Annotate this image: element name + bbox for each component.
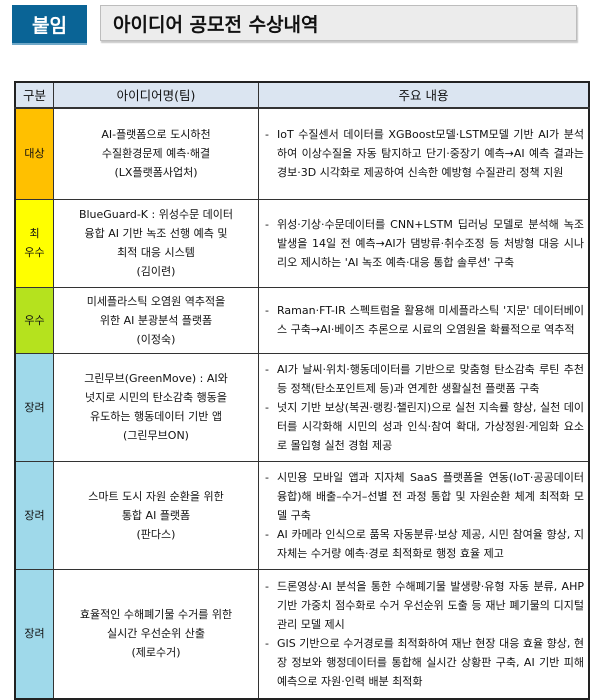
content-text: IoT 수질센서 데이터를 XGBoost모델·LSTM모델 기반 AI가 분석… [277, 128, 584, 180]
award-category: 대상 [14, 107, 54, 200]
award-category: 장려 [14, 352, 54, 462]
content-text: 드론영상·AI 분석을 통한 수해폐기물 발생량·유형 자동 분류, AHP 기… [277, 579, 584, 631]
award-category: 장려 [14, 460, 54, 570]
team-name: (제로수거) [131, 646, 181, 660]
idea-title-line: 넛지로 시민의 탄소감축 행동을 [84, 391, 228, 404]
dash-bullet-icon: - [265, 304, 269, 317]
team-name: (김이련) [136, 265, 176, 278]
idea-title-line: 위한 AI 분광분석 플랫폼 [99, 313, 213, 327]
content-text: Raman·FT-IR 스펙트럼을 활용해 미세플라스틱 '지문' 데이터베이스… [277, 304, 584, 336]
team-name: (LX플랫폼사업처) [114, 166, 198, 180]
team-name: (이정숙) [136, 332, 176, 346]
table-row: 최 우수 BlueGuard-K : 위성수문 데이터 융합 AI 기반 녹조 선행… [14, 198, 590, 288]
attachment-badge: 붙임 [12, 5, 87, 43]
content-bullet: - 시민용 모바일 앱과 지자체 SaaS 플랫폼을 연동(IoT·공공데이터 융… [265, 468, 584, 525]
team-name: (그린무브ON) [123, 429, 189, 442]
team-name: (판다스) [136, 527, 176, 541]
table-header-row: 구분 아이디어명(팀) 주요 내용 [14, 81, 590, 109]
content-text: AI 카메라 인식으로 품목 자동분류·보상 제공, 시민 참여율 향상, 지자… [277, 527, 584, 560]
table-row: 장려 그린무브(GreenMove) : AI와 넛지로 시민의 탄소감축 행동을 유… [14, 352, 590, 462]
content-bullet: - 드론영상·AI 분석을 통한 수해폐기물 발생량·유형 자동 분류, AHP … [265, 577, 584, 634]
idea-title-line: 통합 AI 플랫폼 [121, 508, 191, 522]
main-content: - 위성·기상·수문데이터를 CNN+LSTM 딥러닝 모델로 분석해 녹조 발생… [258, 198, 590, 288]
content-text: GIS 기반으로 수거경로를 최적화하여 재난 현장 대응 효율 향상, 현장 … [277, 636, 584, 688]
dash-bullet-icon: - [265, 636, 269, 650]
idea-title-line: 유도하는 행동데이터 기반 앱 [90, 410, 222, 423]
content-bullet: - IoT 수질센서 데이터를 XGBoost모델·LSTM모델 기반 AI가 분… [265, 125, 584, 182]
idea-title-line: BlueGuard-K : 위성수문 데이터 [78, 208, 234, 221]
content-bullet: - GIS 기반으로 수거경로를 최적화하여 재난 현장 대응 효율 향상, 현장… [265, 634, 584, 691]
content-bullet: - 넛지 기반 보상(복권·랭킹·챌린지)으로 실천 지속률 향상, 실천 데이터… [265, 398, 584, 455]
idea-title-line: 그린무브(GreenMove) : AI와 [84, 372, 228, 385]
award-category: 장려 [14, 568, 54, 700]
award-category: 우수 [14, 286, 54, 354]
idea-title-line: 실시간 우선순위 산출 [106, 627, 206, 641]
idea-title-line: AI-플랫폼으로 도시하천 [101, 128, 211, 142]
dash-bullet-icon: - [265, 400, 269, 414]
content-text: AI가 날씨·위치·행동데이터를 기반으로 맞춤형 탄소감축 루틴 추천 등 정… [277, 362, 584, 395]
column-header-content: 주요 내용 [258, 81, 590, 109]
main-content: - AI가 날씨·위치·행동데이터를 기반으로 맞춤형 탄소감축 루틴 추천 등 … [258, 352, 590, 462]
dash-bullet-icon: - [265, 362, 269, 376]
content-bullet: - 위성·기상·수문데이터를 CNN+LSTM 딥러닝 모델로 분석해 녹조 발생… [265, 215, 584, 272]
dash-bullet-icon: - [265, 527, 269, 541]
content-bullet: - Raman·FT-IR 스펙트럼을 활용해 미세플라스틱 '지문' 데이터베이… [265, 301, 584, 339]
column-header-idea: 아이디어명(팀) [53, 81, 259, 109]
content-text: 위성·기상·수문데이터를 CNN+LSTM 딥러닝 모델로 분석해 녹조 발생을… [277, 217, 584, 269]
award-category: 최 우수 [14, 198, 54, 288]
content-text: 시민용 모바일 앱과 지자체 SaaS 플랫폼을 연동(IoT·공공데이터 융합… [277, 470, 584, 522]
dash-bullet-icon: - [265, 579, 269, 593]
main-content: - Raman·FT-IR 스펙트럼을 활용해 미세플라스틱 '지문' 데이터베이… [258, 286, 590, 354]
dash-bullet-icon: - [265, 128, 269, 142]
content-text: 넛지 기반 보상(복권·랭킹·챌린지)으로 실천 지속률 향상, 실천 데이터를… [277, 400, 584, 452]
awards-table: 구분 아이디어명(팀) 주요 내용 대상 AI-플랫폼으로 도시하천 수질환경문제 … [14, 81, 590, 700]
idea-title-line: 최적 대응 시스템 [117, 246, 195, 259]
dash-bullet-icon: - [265, 470, 269, 484]
main-content: - 드론영상·AI 분석을 통한 수해폐기물 발생량·유형 자동 분류, AHP … [258, 568, 590, 700]
dash-bullet-icon: - [265, 217, 269, 231]
idea-title-line: 미세플라스틱 오염원 역추적을 [86, 294, 226, 308]
column-header-category: 구분 [14, 81, 54, 109]
idea-title-line: 스마트 도시 자원 순환을 위한 [88, 489, 224, 503]
idea-title-line: 효율적인 수해폐기물 수거를 위한 [79, 608, 233, 622]
content-bullet: - AI가 날씨·위치·행동데이터를 기반으로 맞춤형 탄소감축 루틴 추천 등 … [265, 360, 584, 398]
main-content: - 시민용 모바일 앱과 지자체 SaaS 플랫폼을 연동(IoT·공공데이터 융… [258, 460, 590, 570]
page-title: 아이디어 공모전 수상내역 [100, 5, 577, 41]
content-bullet: - AI 카메라 인식으로 품목 자동분류·보상 제공, 시민 참여율 향상, 지… [265, 525, 584, 563]
idea-title-line: 융합 AI 기반 녹조 선행 예측 및 [84, 227, 228, 240]
main-content: - IoT 수질센서 데이터를 XGBoost모델·LSTM모델 기반 AI가 분… [258, 107, 590, 200]
idea-title-line: 수질환경문제 예측·해결 [101, 147, 211, 161]
